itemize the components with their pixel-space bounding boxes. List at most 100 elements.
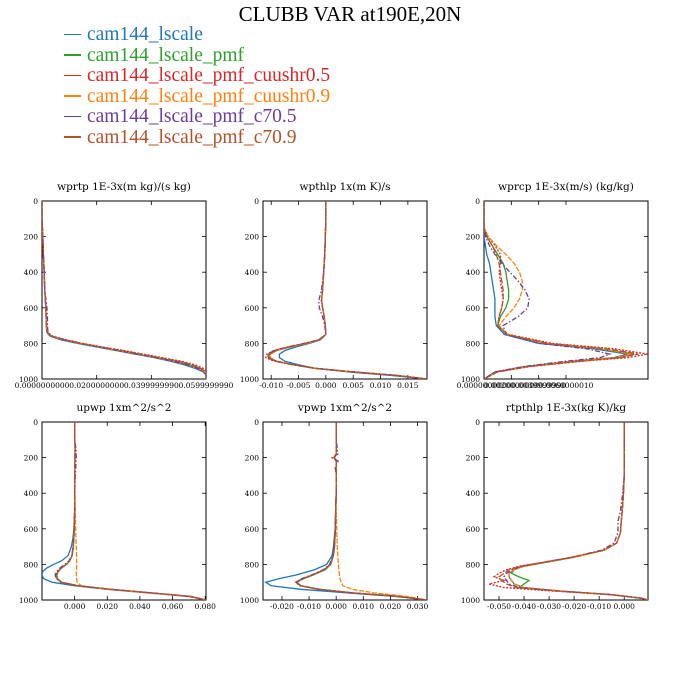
x-tick-label: -0.020 (562, 602, 586, 611)
y-tick-label: 200 (24, 454, 39, 463)
y-tick-label: 0 (254, 197, 259, 206)
y-tick-label: 0 (475, 418, 480, 427)
legend-swatch (64, 33, 81, 36)
x-tick-label: 0.060 (162, 602, 184, 611)
y-tick-label: 600 (24, 304, 39, 313)
x-tick-label: 0.000 (325, 602, 347, 611)
series-line (267, 201, 427, 379)
y-tick-label: 800 (466, 339, 481, 348)
plot-frame (262, 200, 428, 380)
panel-title: rtpthlp 1E-3x(kg K)/kg (506, 402, 626, 414)
series-line (269, 201, 427, 379)
legend-entry: cam144_lscale_pmf_c70.9 (64, 126, 330, 149)
y-tick-label: 0 (33, 197, 38, 206)
panel-title: upwp 1xm^2/s^2 (77, 402, 172, 414)
y-tick-label: 600 (245, 304, 260, 313)
legend-label: cam144_lscale_pmf_c70.5 (87, 106, 297, 127)
y-tick-label: 400 (245, 268, 260, 277)
series-line (266, 201, 427, 379)
plot-frame (262, 421, 428, 601)
legend-entry: cam144_lscale_pmf (64, 44, 330, 67)
y-tick-label: 0 (33, 418, 38, 427)
legend-swatch (64, 74, 81, 77)
x-tick-label: 0.005 (342, 381, 364, 390)
series-line (267, 201, 427, 379)
legend-swatch (64, 136, 81, 138)
y-tick-label: 1000 (461, 596, 480, 605)
series-line (54, 422, 206, 600)
y-tick-label: 800 (24, 339, 39, 348)
series-line (484, 201, 612, 379)
series-line (510, 422, 648, 600)
series-line (498, 422, 648, 600)
x-tick-label: 0.000 (64, 602, 86, 611)
x-tick-label: -0.050 (487, 602, 511, 611)
series-line (42, 201, 206, 379)
legend-label: cam144_lscale_pmf_c70.9 (87, 126, 297, 148)
plot-frame (483, 421, 649, 601)
series-line (508, 422, 648, 600)
legend-entry: cam144_lscale_pmf_cuushr0.9 (64, 85, 331, 108)
y-tick-label: 400 (466, 268, 481, 277)
y-tick-label: 400 (24, 268, 39, 277)
legend-entry: cam144_lscale (64, 24, 330, 46)
y-tick-label: 200 (245, 233, 260, 242)
x-tick-label: 0.040 (129, 602, 151, 611)
plot-frame (41, 200, 207, 380)
y-tick-label: 800 (466, 560, 481, 569)
legend-label: cam144_lscale_pmf_cuushr0.5 (87, 65, 331, 86)
x-tick-label: 0.015 (397, 381, 419, 390)
panel-title: wprtp 1E-3x(m kg)/(s kg) (57, 181, 191, 193)
series-line (484, 201, 635, 379)
y-tick-label: 800 (245, 560, 260, 569)
x-tick-label: 0.030 (407, 602, 429, 611)
legend-entry: cam144_lscale_pmf_c70.5 (64, 106, 330, 128)
panel: wpthlp 1x(m K)/s 0 200 400 600 800 1000-0.010-… (240, 181, 428, 390)
y-tick-label: 1000 (461, 375, 480, 384)
y-tick-label: 400 (245, 489, 260, 498)
x-tick-label: 0.000 (315, 381, 337, 390)
panel-title: vpwp 1xm^2/s^2 (297, 402, 392, 414)
y-tick-label: 200 (466, 233, 481, 242)
y-tick-label: 400 (466, 489, 481, 498)
figure-title: CLUBB VAR at190E,20N (238, 2, 462, 26)
series-line (55, 422, 206, 600)
legend-label: cam144_lscale_pmf_cuushr0.9 (87, 85, 331, 107)
legend-entry: cam144_lscale_pmf_cuushr0.5 (64, 65, 331, 87)
series-line (42, 422, 206, 600)
x-tick-label: 0.0000000000 (15, 381, 70, 390)
y-tick-label: 1000 (240, 596, 259, 605)
x-tick-label: 0.0060000010 (539, 381, 594, 390)
x-tick-label: -0.020 (270, 602, 294, 611)
x-tick-label: 0.0200000000 (69, 381, 124, 390)
y-tick-label: 0 (475, 197, 480, 206)
y-tick-label: 600 (466, 304, 481, 313)
series-line (484, 201, 628, 379)
x-tick-label: 0.020 (97, 602, 119, 611)
x-tick-label: 0.0599999990 (179, 381, 234, 390)
y-tick-label: 800 (24, 560, 39, 569)
x-tick-label: 0.010 (370, 381, 392, 390)
y-tick-label: 200 (466, 454, 481, 463)
x-tick-label: 0.0399999990 (124, 381, 179, 390)
x-tick-label: -0.010 (297, 602, 321, 611)
series-line (55, 422, 206, 600)
y-tick-label: 1000 (240, 375, 259, 384)
series-line (295, 422, 427, 600)
series-line (264, 201, 427, 379)
series-line (42, 201, 206, 379)
x-tick-label: -0.030 (537, 602, 561, 611)
panel: wprtp 1E-3x(m kg)/(s kg) 0 200 400 600 800 100… (15, 181, 234, 390)
y-tick-label: 800 (245, 339, 260, 348)
y-tick-label: 1000 (19, 596, 38, 605)
x-tick-label: -0.005 (287, 381, 311, 390)
y-tick-label: 600 (245, 525, 260, 534)
x-tick-label: -0.040 (512, 602, 536, 611)
legend-swatch (64, 115, 81, 118)
series-line (278, 201, 427, 379)
legend-label: cam144_lscale_pmf (87, 44, 245, 66)
y-tick-label: 200 (24, 233, 39, 242)
series-line (264, 422, 427, 600)
y-tick-label: 0 (254, 418, 259, 427)
